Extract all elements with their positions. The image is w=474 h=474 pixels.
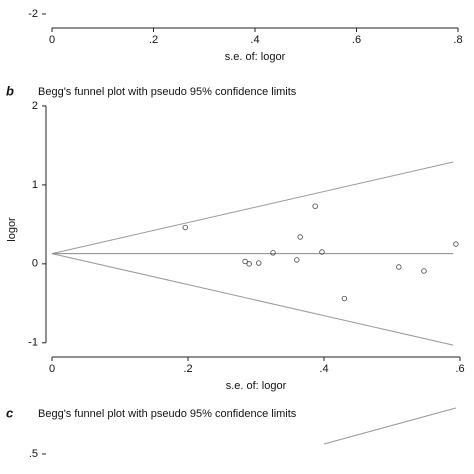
point [246,261,252,267]
chart-title: Begg's funnel plot with pseudo 95% confi… [38,408,297,420]
x-tick-label: .4 [250,34,259,46]
x-tick-label: .2 [149,34,158,46]
point [294,257,300,263]
point [453,241,459,247]
y-axis-label: logor [6,217,18,242]
point [421,268,427,274]
y-tick-label: 2 [32,100,38,112]
point [256,260,262,266]
point [319,249,325,255]
y-tick-label: 1 [32,179,38,191]
point [341,295,348,302]
x-tick-label: 0 [49,363,55,375]
y-tick-label: .5 [29,448,38,460]
x-tick-label: 0 [49,34,55,46]
x-tick-label: .6 [352,34,361,46]
point [396,264,402,270]
chart-title: Begg's funnel plot with pseudo 95% confi… [38,86,297,98]
point [270,250,276,256]
y-tick-label: 0 [32,258,38,270]
point [242,258,248,265]
panel-label: c [6,405,14,420]
limit-line [323,407,457,445]
panel-label: b [6,83,14,98]
limit-line [51,161,454,255]
x-axis-label: s.e. of: logor [225,51,286,63]
point [182,224,188,231]
x-tick-label: .2 [183,363,192,375]
x-axis-label: s.e. of: logor [226,380,287,392]
point [312,203,318,209]
limit-line [51,253,454,346]
x-tick-label: .4 [319,363,328,375]
x-tick-label: .6 [455,363,464,375]
y-tick-label: -1 [28,337,38,349]
y-tick-label: -2 [28,8,38,20]
point [297,234,303,240]
x-tick-label: .8 [453,34,462,46]
